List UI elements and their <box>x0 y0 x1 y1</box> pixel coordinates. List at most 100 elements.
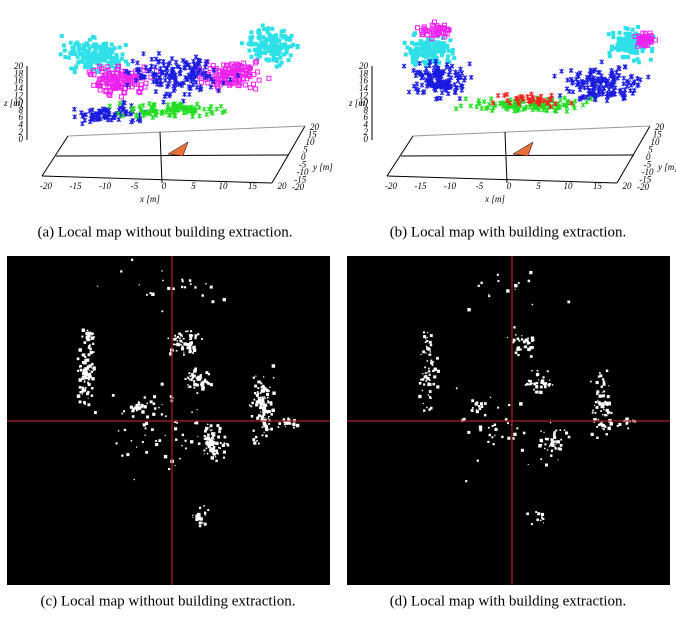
occupied-cell <box>209 437 210 438</box>
occupied-cell <box>422 378 425 381</box>
occupied-cell <box>203 449 205 451</box>
occupied-cell <box>265 425 268 428</box>
occupied-cell <box>262 407 264 409</box>
occupied-cell <box>213 453 216 456</box>
point <box>407 90 411 95</box>
occupancy-image <box>347 256 670 585</box>
point <box>610 46 614 50</box>
axis-line <box>505 132 507 183</box>
occupied-cell <box>552 440 555 443</box>
occupied-cell <box>175 465 176 466</box>
point <box>72 107 76 112</box>
point <box>269 46 273 50</box>
occupied-cell <box>480 402 483 405</box>
occupied-cell <box>192 517 193 518</box>
occupied-cell <box>207 509 209 511</box>
occupied-cell <box>185 440 187 442</box>
point <box>414 56 418 60</box>
occupied-cell <box>434 368 437 371</box>
point <box>636 25 640 29</box>
occupied-cell <box>158 407 159 408</box>
occupied-cell <box>175 438 177 440</box>
point <box>73 70 77 74</box>
occupied-cell <box>92 343 94 345</box>
point <box>254 52 258 56</box>
occupied-cell <box>204 453 205 454</box>
occupied-cell <box>265 435 267 437</box>
occupied-cell <box>191 412 192 413</box>
occupied-cell <box>215 460 217 462</box>
occupied-cell <box>214 439 215 440</box>
point <box>60 34 64 38</box>
y-tick-label: -20 <box>292 182 304 192</box>
point <box>629 34 633 38</box>
occupied-cell <box>603 390 605 392</box>
occupied-cell <box>174 427 177 430</box>
occupied-cell <box>253 441 256 444</box>
occupied-cell <box>182 280 184 282</box>
point <box>131 59 135 64</box>
point <box>258 49 262 53</box>
occupied-cell <box>565 431 568 434</box>
occupied-cell <box>526 347 527 348</box>
occupied-cell <box>93 351 95 353</box>
point <box>285 48 289 52</box>
point <box>274 33 278 37</box>
occupied-cell <box>540 520 542 522</box>
occupied-cell <box>86 336 89 339</box>
occupied-cell <box>207 434 210 437</box>
occupied-cell <box>263 401 265 403</box>
occupied-cell <box>596 426 598 428</box>
point <box>452 56 456 60</box>
point <box>541 107 545 112</box>
occupied-cell <box>79 366 81 368</box>
point <box>581 102 585 107</box>
occupied-cell <box>528 280 530 282</box>
occupied-cell <box>211 429 212 430</box>
occupied-cell <box>83 341 86 344</box>
occupied-cell <box>84 388 86 390</box>
point <box>183 92 187 97</box>
occupied-cell <box>603 383 606 386</box>
occupied-cell <box>283 418 286 421</box>
occupied-cell <box>187 387 188 388</box>
point <box>254 87 258 91</box>
occupied-cell <box>519 402 522 405</box>
occupied-cell <box>174 344 176 346</box>
occupied-cell <box>536 391 539 394</box>
point <box>144 65 148 70</box>
occupied-cell <box>423 331 425 333</box>
occupied-cell <box>425 372 427 374</box>
occupied-cell <box>198 518 200 520</box>
occupied-cell <box>216 424 219 427</box>
occupied-cell <box>91 387 93 389</box>
occupied-cell <box>419 382 422 385</box>
occupied-cell <box>606 433 608 435</box>
occupied-cell <box>594 412 596 414</box>
point <box>446 54 450 58</box>
point <box>409 51 413 55</box>
point <box>257 37 261 41</box>
point <box>404 53 408 57</box>
occupied-cell <box>540 444 542 446</box>
occupied-cell <box>203 505 205 507</box>
occupied-cell <box>208 446 210 448</box>
occupied-cell <box>89 364 92 367</box>
point <box>439 96 443 101</box>
occupied-cell <box>261 386 264 389</box>
point <box>628 88 632 93</box>
occupied-cell <box>425 341 427 343</box>
x-tick-label: -20 <box>40 181 52 191</box>
y-tick-label: -20 <box>637 182 649 192</box>
occupied-cell <box>87 330 89 332</box>
occupied-cell <box>424 366 426 368</box>
occupied-cell <box>536 382 538 384</box>
point <box>629 83 633 88</box>
occupied-cell <box>551 444 554 447</box>
occupied-cell <box>82 329 85 332</box>
occupied-cell <box>550 454 552 456</box>
occupied-cell <box>497 280 499 282</box>
occupied-cell <box>141 406 143 408</box>
x-tick-label: 10 <box>219 181 229 191</box>
occupied-cell <box>161 404 162 405</box>
